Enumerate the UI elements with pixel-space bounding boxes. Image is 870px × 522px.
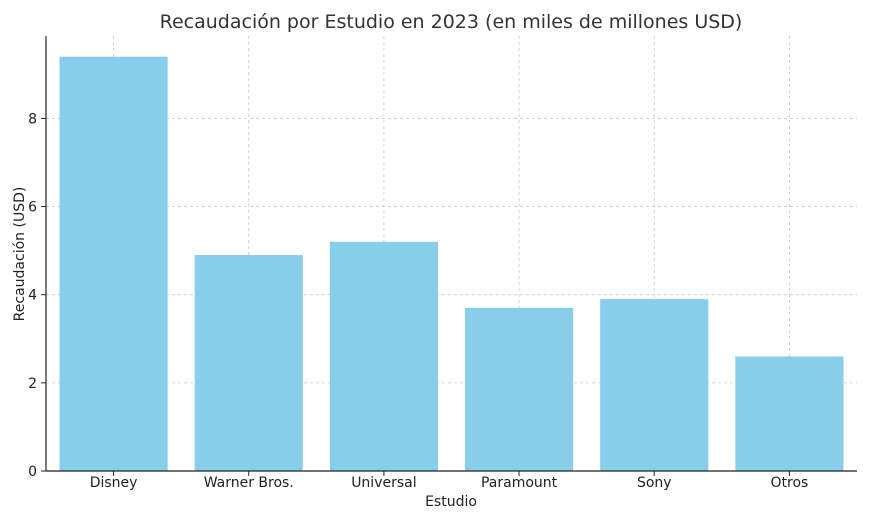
x-tick-label: Paramount bbox=[481, 475, 558, 491]
y-tick-label: 2 bbox=[28, 376, 37, 392]
tick-labels: 0 2 4 6 8 Disney Warner Bros. Universal Paramoun… bbox=[28, 111, 808, 491]
bar-warner-bros bbox=[194, 255, 303, 471]
bar-disney bbox=[59, 56, 168, 471]
x-tick-label: Warner Bros. bbox=[204, 475, 294, 491]
y-tick-label: 8 bbox=[28, 111, 37, 127]
x-tick-label: Universal bbox=[351, 475, 416, 491]
y-tick-label: 6 bbox=[28, 200, 37, 216]
x-tick-label: Otros bbox=[771, 475, 809, 491]
y-tick-label: 0 bbox=[28, 464, 37, 480]
bars bbox=[59, 56, 844, 471]
y-tick-label: 4 bbox=[28, 288, 37, 304]
chart-title: Recaudación por Estudio en 2023 (en mile… bbox=[160, 11, 743, 33]
x-tick-label: Disney bbox=[90, 475, 138, 491]
bar-otros bbox=[735, 356, 844, 471]
y-axis-label: Recaudación (USD) bbox=[12, 187, 28, 322]
x-axis-label: Estudio bbox=[425, 494, 477, 510]
bar-universal bbox=[329, 241, 438, 471]
bar-paramount bbox=[465, 307, 574, 471]
bar-sony bbox=[600, 299, 709, 471]
x-tick-label: Sony bbox=[637, 475, 672, 491]
axes bbox=[41, 36, 857, 476]
